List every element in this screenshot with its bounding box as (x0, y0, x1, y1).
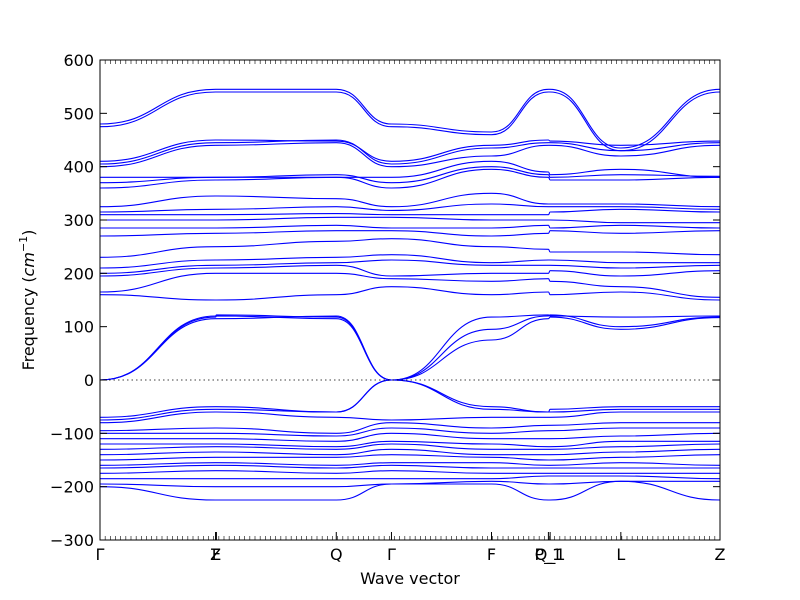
band-line-29 (100, 432, 721, 442)
x-tick-label: Z (210, 545, 221, 564)
band-line-2 (99, 314, 721, 381)
band-line-13 (100, 208, 721, 216)
y-tick-label: 200 (63, 264, 94, 283)
y-tick-labels: −300 −200 −100 0 100 200 300 400 500 600 (50, 51, 94, 550)
band-line-15 (99, 192, 721, 208)
band-lines (99, 88, 721, 501)
x-tick-label: Γ (387, 545, 396, 564)
band-line-5 (99, 272, 721, 298)
x-tick-label: Q_1 (535, 545, 566, 565)
y-axis-label-unit: cm (19, 252, 38, 276)
y-tick-label: −100 (50, 424, 94, 443)
y-axis-label-unit-exponent: −1 (17, 236, 30, 252)
y-tick-label: 400 (63, 158, 94, 177)
y-tick-label: 300 (63, 211, 94, 230)
band-line-6 (99, 264, 721, 277)
x-tick-labels: Γ ZF Q Γ F P_1Q_1 L Z (96, 545, 726, 565)
band-line-28 (100, 427, 720, 437)
band-line-11 (100, 224, 721, 229)
band-line-31 (99, 443, 721, 450)
band-line-20 (99, 139, 721, 165)
y-tick-label: −300 (50, 531, 94, 550)
band-line-33 (99, 454, 721, 461)
band-line-10 (99, 230, 721, 237)
band-line-39 (99, 480, 721, 501)
band-line-34 (99, 462, 721, 466)
x-tick-label: F (212, 545, 221, 564)
band-line-36 (99, 470, 720, 474)
y-axis-label: Frequency (cm−1) (17, 230, 38, 371)
y-tick-label: 500 (63, 104, 94, 123)
band-line-3 (99, 314, 721, 381)
axis-ticks (99, 59, 721, 541)
band-line-32 (99, 448, 721, 456)
band-line-35 (99, 464, 720, 469)
band-line-37 (99, 475, 721, 480)
x-tick-label: Z (715, 545, 726, 564)
band-line-26 (99, 411, 720, 424)
band-line-25 (99, 379, 720, 421)
band-line-14 (99, 203, 721, 213)
band-line-4 (99, 286, 721, 301)
band-line-9 (99, 238, 721, 258)
band-line-7 (99, 259, 721, 274)
x-tick-label: Q (330, 545, 343, 564)
y-tick-label: −200 (50, 478, 94, 497)
x-tick-label: Γ (96, 545, 105, 564)
band-line-23 (99, 88, 721, 149)
band-line-16 (99, 168, 721, 189)
y-axis-label-suffix: ) (19, 230, 38, 236)
x-axis-label: Wave vector (360, 569, 460, 588)
band-line-22 (99, 91, 721, 152)
band-line-12 (100, 216, 720, 224)
x-tick-label: P_1 (534, 545, 562, 565)
band-line-19 (99, 142, 721, 168)
band-line-21 (99, 139, 721, 162)
band-line-38 (99, 480, 720, 488)
y-axis-label-prefix: Frequency ( (19, 276, 38, 370)
y-tick-label: 600 (63, 51, 94, 70)
y-tick-label: 0 (84, 371, 94, 390)
band-line-8 (99, 254, 720, 269)
x-tick-label: F (487, 545, 496, 564)
band-line-30 (100, 440, 720, 448)
band-line-27 (99, 422, 720, 434)
x-tick-label: L (616, 545, 625, 564)
band-line-18 (100, 160, 721, 178)
y-tick-label: 100 (63, 318, 94, 337)
band-line-1 (99, 315, 721, 381)
